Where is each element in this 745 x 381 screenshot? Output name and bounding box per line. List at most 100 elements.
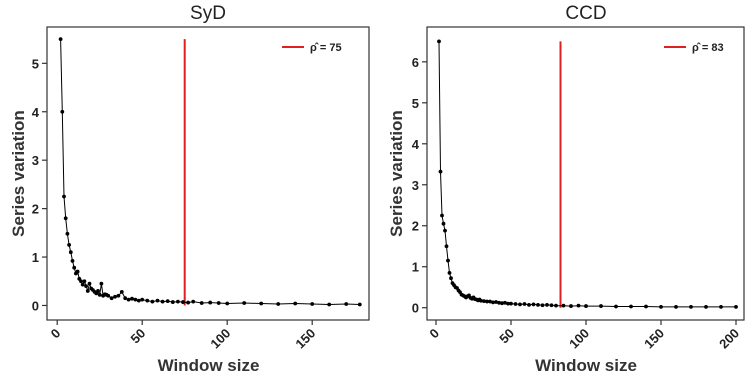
data-point [659, 304, 663, 309]
data-point [344, 302, 349, 306]
y-tick-label: 5 [412, 96, 419, 111]
data-point [181, 300, 185, 304]
data-point [72, 265, 77, 270]
data-point [70, 259, 75, 263]
x-tick-label: 150 [292, 326, 318, 352]
data-point [97, 292, 102, 297]
legend-label: ρ̂ = 75 [310, 42, 342, 54]
data-point [106, 293, 111, 298]
data-point [155, 298, 160, 303]
data-point [549, 303, 554, 308]
x-axis-label: Window size [535, 356, 637, 375]
data-point [79, 279, 83, 284]
data-point [276, 302, 281, 306]
x-tick-label: 200 [716, 326, 742, 352]
chart-panel-2: CCD 0 1 2 3 4 5 6 0 50 100 150 200 Window size Series … [387, 3, 745, 375]
data-point [191, 299, 196, 304]
data-point [545, 302, 549, 307]
data-point [145, 298, 150, 303]
data-point [68, 250, 73, 255]
y-tick-label: 1 [32, 250, 39, 265]
data-point [479, 298, 483, 303]
data-point [67, 243, 71, 247]
data-point [119, 290, 124, 294]
data-point [216, 301, 221, 305]
data-point [584, 304, 588, 308]
data-point [208, 300, 213, 305]
data-point [170, 300, 175, 304]
y-tick-label: 2 [32, 202, 39, 217]
data-point [165, 299, 170, 304]
data-point [674, 304, 678, 309]
y-axis-label: Series variation [387, 110, 406, 237]
data-point [513, 302, 518, 306]
y-tick-label: 5 [32, 56, 39, 71]
data-point [259, 301, 264, 306]
data-point [65, 231, 70, 236]
data-point [554, 303, 558, 308]
data-point [491, 300, 495, 305]
data-point [488, 299, 492, 304]
data-point [446, 258, 450, 263]
data-point [75, 269, 80, 274]
data-point [199, 301, 204, 305]
data-point [116, 293, 121, 298]
data-point [62, 194, 66, 199]
data-point [629, 304, 633, 309]
data-point [441, 221, 446, 226]
data-point [509, 301, 513, 306]
data-point [449, 276, 453, 281]
data-point [84, 284, 88, 288]
data-point [113, 294, 117, 299]
data-point [150, 299, 155, 304]
data-point [447, 270, 452, 275]
y-tick-label: 0 [412, 301, 419, 316]
data-point [87, 281, 92, 286]
data-point [503, 300, 507, 305]
data-point [82, 279, 87, 284]
data-point [485, 299, 489, 304]
y-tick-label: 0 [32, 298, 39, 313]
data-point [497, 300, 501, 305]
data-point [561, 303, 566, 308]
data-point [482, 299, 486, 304]
data-point [310, 302, 315, 306]
data-point [704, 304, 708, 309]
x-tick-label: 0 [426, 326, 442, 342]
y-tick-label: 4 [32, 105, 40, 120]
data-point [527, 302, 531, 307]
data-point [242, 301, 247, 305]
data-point [540, 303, 545, 308]
legend-label: ρ̂ = 83 [692, 42, 724, 54]
x-axis-label: Window size [158, 356, 260, 375]
data-point [719, 304, 723, 309]
data-point [522, 302, 527, 306]
data-point [140, 297, 145, 302]
data-point [599, 304, 603, 308]
x-tick-label: 100 [207, 326, 233, 352]
data-point [531, 302, 536, 307]
data-point [58, 37, 63, 42]
x-tick-label: 150 [641, 326, 667, 352]
data-point [63, 216, 68, 221]
data-point [130, 296, 134, 301]
plot-frame [426, 26, 745, 321]
data-point [80, 282, 85, 287]
data-point [136, 298, 141, 303]
chart-title: SyD [190, 3, 226, 24]
chart-title: CCD [565, 3, 606, 24]
data-point [186, 300, 191, 305]
data-point [438, 169, 443, 174]
data-point [443, 228, 447, 233]
data-point [126, 297, 131, 302]
y-tick-label: 1 [412, 260, 419, 275]
y-tick-label: 3 [412, 178, 419, 193]
y-tick-label: 4 [412, 137, 420, 152]
data-point [176, 299, 180, 304]
data-point [293, 301, 298, 306]
data-point [440, 213, 444, 218]
data-point [96, 289, 100, 293]
y-tick-label: 3 [32, 153, 39, 168]
